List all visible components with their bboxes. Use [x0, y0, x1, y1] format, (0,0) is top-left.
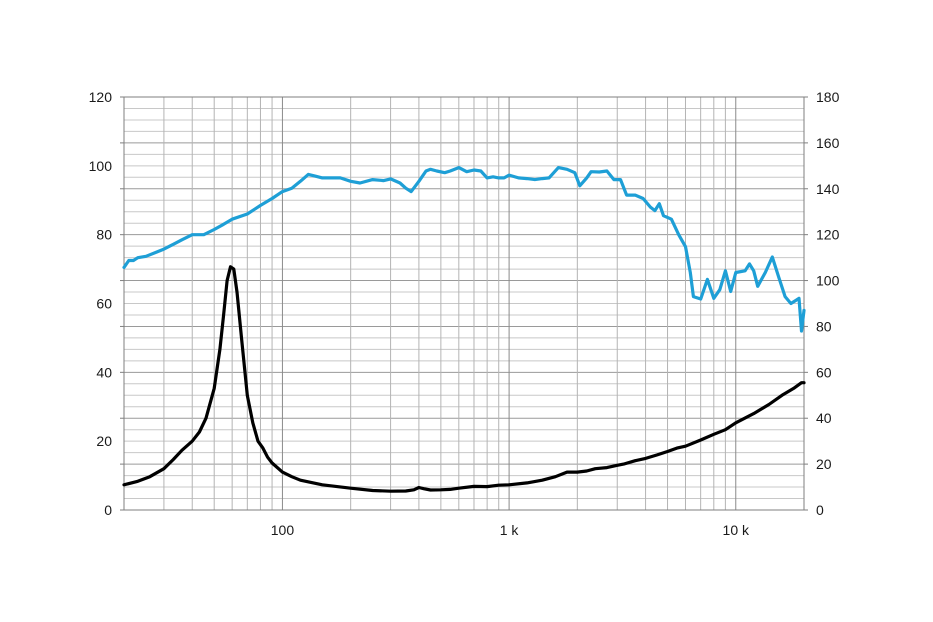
y-left-tick-label: 120: [89, 89, 113, 105]
x-tick-label: 1 k: [500, 522, 520, 538]
y-right-tick-label: 80: [816, 318, 832, 334]
y-left-tick-label: 100: [89, 158, 113, 174]
tick-labels: 0 20 40 60 80 100 120 0 20 40 60 80 100 120 140 160 180 1…: [89, 89, 840, 538]
y-right-tick-label: 0: [816, 502, 824, 518]
y-right-tick-label: 20: [816, 456, 832, 472]
series-layer: [122, 166, 806, 493]
chart-grid: [120, 96, 808, 511]
x-tick-label: 100: [271, 522, 295, 538]
impedance-series-line: [122, 265, 806, 493]
y-left-tick-label: 0: [104, 502, 112, 518]
y-right-tick-label: 100: [816, 273, 840, 289]
y-right-tick-label: 160: [816, 135, 840, 151]
y-left-tick-label: 60: [96, 296, 112, 312]
y-right-tick-label: 60: [816, 364, 832, 380]
y-right-tick-label: 40: [816, 410, 832, 426]
x-tick-label: 10 k: [723, 522, 750, 538]
y-left-tick-label: 40: [96, 364, 112, 380]
y-left-tick-label: 80: [96, 227, 112, 243]
y-right-tick-label: 120: [816, 227, 840, 243]
y-left-tick-label: 20: [96, 433, 112, 449]
spl-series-line: [122, 166, 806, 333]
plot-frame: [123, 96, 805, 511]
y-right-tick-label: 140: [816, 181, 840, 197]
y-right-tick-label: 180: [816, 89, 840, 105]
